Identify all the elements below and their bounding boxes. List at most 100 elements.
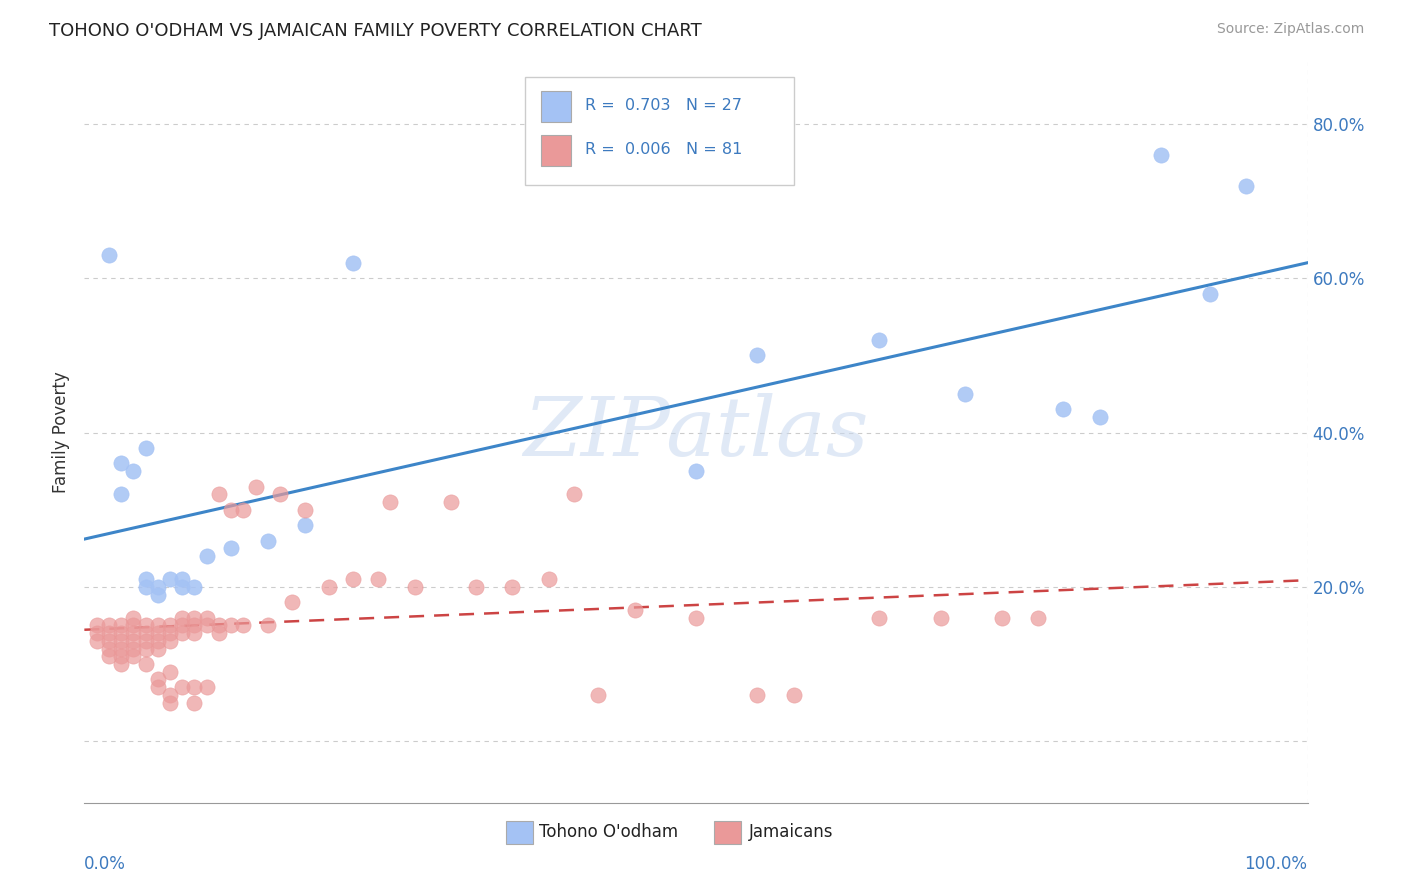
Point bbox=[172, 626, 194, 640]
Point bbox=[135, 580, 157, 594]
Point bbox=[342, 256, 364, 270]
Point bbox=[122, 633, 145, 648]
Point bbox=[122, 464, 145, 478]
Point bbox=[195, 618, 218, 632]
Point bbox=[318, 580, 340, 594]
Point bbox=[110, 649, 132, 664]
Point bbox=[122, 626, 145, 640]
Point bbox=[172, 611, 194, 625]
Text: 100.0%: 100.0% bbox=[1244, 855, 1308, 872]
Point bbox=[294, 518, 316, 533]
Point bbox=[195, 680, 218, 694]
Point bbox=[685, 611, 707, 625]
Point bbox=[342, 572, 364, 586]
Point bbox=[219, 502, 242, 516]
Point bbox=[440, 495, 463, 509]
Point bbox=[586, 688, 609, 702]
Point bbox=[208, 487, 231, 501]
Point bbox=[183, 580, 205, 594]
Point bbox=[538, 572, 561, 586]
Text: R =  0.703   N = 27: R = 0.703 N = 27 bbox=[585, 98, 741, 113]
Point bbox=[232, 502, 254, 516]
Point bbox=[219, 618, 242, 632]
Point bbox=[991, 611, 1014, 625]
Point bbox=[97, 641, 120, 656]
FancyBboxPatch shape bbox=[714, 822, 741, 844]
Point bbox=[1198, 286, 1220, 301]
FancyBboxPatch shape bbox=[506, 822, 533, 844]
Point bbox=[294, 502, 316, 516]
Point bbox=[1052, 402, 1074, 417]
Point bbox=[1028, 611, 1050, 625]
Point bbox=[135, 641, 157, 656]
FancyBboxPatch shape bbox=[541, 91, 571, 121]
Point bbox=[783, 688, 806, 702]
Text: 0.0%: 0.0% bbox=[84, 855, 127, 872]
Point bbox=[159, 696, 181, 710]
Point bbox=[122, 611, 145, 625]
Point bbox=[208, 626, 231, 640]
Point bbox=[172, 680, 194, 694]
Point bbox=[257, 618, 280, 632]
Point bbox=[97, 633, 120, 648]
Point bbox=[269, 487, 291, 501]
Point bbox=[146, 588, 169, 602]
Point bbox=[257, 533, 280, 548]
Point bbox=[110, 487, 132, 501]
Point bbox=[110, 633, 132, 648]
Point bbox=[110, 657, 132, 671]
Point bbox=[86, 633, 108, 648]
Point bbox=[122, 641, 145, 656]
Point bbox=[869, 333, 891, 347]
Point bbox=[159, 688, 181, 702]
Point bbox=[135, 572, 157, 586]
Point bbox=[146, 673, 169, 687]
Point bbox=[1236, 178, 1258, 193]
Point bbox=[747, 349, 769, 363]
Point bbox=[110, 626, 132, 640]
Point bbox=[122, 618, 145, 632]
Point bbox=[97, 618, 120, 632]
Text: ZIPatlas: ZIPatlas bbox=[523, 392, 869, 473]
Point bbox=[502, 580, 524, 594]
Point bbox=[135, 441, 157, 455]
Point bbox=[110, 618, 132, 632]
Point bbox=[146, 633, 169, 648]
FancyBboxPatch shape bbox=[524, 78, 794, 185]
Point bbox=[183, 680, 205, 694]
Point bbox=[380, 495, 402, 509]
Point bbox=[367, 572, 389, 586]
Point bbox=[146, 580, 169, 594]
Point bbox=[135, 626, 157, 640]
Point bbox=[464, 580, 486, 594]
Point bbox=[195, 611, 218, 625]
Point bbox=[159, 618, 181, 632]
Point bbox=[183, 696, 205, 710]
Text: Tohono O'odham: Tohono O'odham bbox=[540, 823, 679, 841]
Point bbox=[146, 626, 169, 640]
Point bbox=[86, 618, 108, 632]
Point bbox=[135, 657, 157, 671]
Point bbox=[624, 603, 647, 617]
Point bbox=[953, 387, 976, 401]
Point bbox=[195, 549, 218, 563]
Point bbox=[97, 248, 120, 262]
Point bbox=[135, 618, 157, 632]
Y-axis label: Family Poverty: Family Poverty bbox=[52, 372, 70, 493]
Point bbox=[146, 680, 169, 694]
Point bbox=[183, 618, 205, 632]
Point bbox=[146, 618, 169, 632]
Point bbox=[135, 633, 157, 648]
Text: TOHONO O'ODHAM VS JAMAICAN FAMILY POVERTY CORRELATION CHART: TOHONO O'ODHAM VS JAMAICAN FAMILY POVERT… bbox=[49, 22, 702, 40]
Point bbox=[97, 649, 120, 664]
Point bbox=[159, 626, 181, 640]
Text: Jamaicans: Jamaicans bbox=[748, 823, 834, 841]
Text: Source: ZipAtlas.com: Source: ZipAtlas.com bbox=[1216, 22, 1364, 37]
Point bbox=[747, 688, 769, 702]
Point bbox=[86, 626, 108, 640]
Point bbox=[562, 487, 585, 501]
Point bbox=[281, 595, 304, 609]
Point bbox=[97, 626, 120, 640]
Point bbox=[172, 580, 194, 594]
Point bbox=[1150, 148, 1173, 162]
